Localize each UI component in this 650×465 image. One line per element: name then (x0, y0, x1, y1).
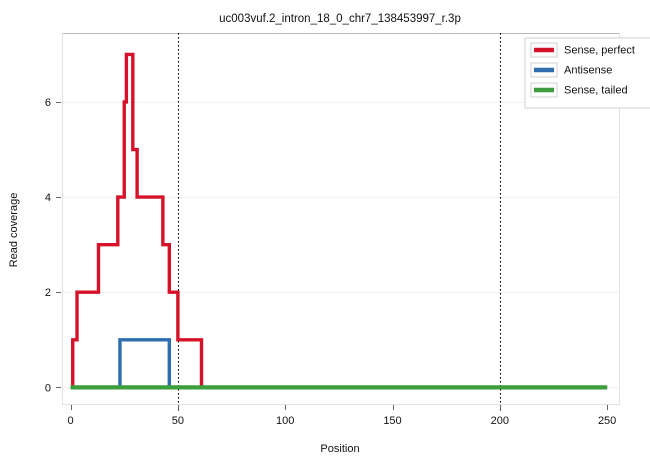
x-tick-label-1: 50 (172, 415, 184, 427)
y-tick-label-0: 0 (45, 382, 51, 394)
y-axis: 0 2 4 6 (45, 97, 61, 394)
x-tick-label-4: 200 (491, 415, 509, 427)
y-tick-label-1: 2 (45, 287, 51, 299)
data-series (70, 52, 608, 390)
x-tick-label-5: 250 (598, 415, 616, 427)
vertical-marker-lines (177, 33, 502, 412)
y-tick-label-3: 6 (45, 97, 51, 109)
x-tick-label-0: 0 (68, 415, 74, 427)
chart-title: uc003vuf.2_intron_18_0_chr7_138453997_r.… (219, 13, 461, 25)
legend-label-1: Antisense (564, 64, 612, 76)
x-axis-label: Position (320, 443, 359, 455)
chart-legend: Sense, perfect Antisense Sense, tailed (524, 37, 650, 109)
x-tick-label-2: 100 (276, 415, 294, 427)
x-axis: 0 50 100 150 200 250 (68, 405, 616, 427)
legend-label-2: Sense, tailed (564, 84, 628, 96)
y-tick-label-2: 4 (45, 192, 51, 204)
y-axis-label: Read coverage (8, 193, 20, 268)
legend-label-0: Sense, perfect (564, 44, 635, 56)
series-sense-perfect (70, 52, 608, 390)
x-tick-label-3: 150 (383, 415, 401, 427)
